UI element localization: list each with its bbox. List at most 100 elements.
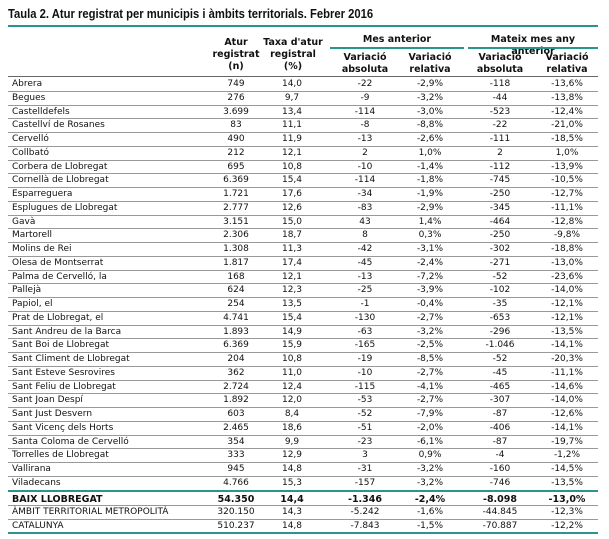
cell: 18,7: [281, 230, 303, 241]
cell: -464: [489, 216, 511, 227]
cell: -44.845: [482, 507, 518, 518]
cell: 490: [227, 134, 245, 144]
cell: -19: [357, 354, 373, 364]
total-row-baix-llobregat: BAIX LLOBREGAT 54.350 14,4 -1.346 -2,4% -8.09…: [8, 492, 598, 507]
row-label: Prat de Llobregat, el: [12, 312, 104, 323]
cell: 13,5: [281, 299, 303, 309]
table-row: Viladecans 4.766 15,3 -157 -3,2% -746 -13,5%: [8, 476, 598, 491]
cell: -3,2%: [416, 326, 444, 337]
cell: -160: [489, 464, 511, 474]
cell: -1,8%: [416, 175, 444, 186]
cell: -1,2%: [553, 450, 581, 461]
cell: 168: [227, 271, 245, 282]
cell: -34: [357, 189, 373, 199]
cell: -307: [489, 395, 511, 406]
cell: -13: [357, 134, 373, 144]
cell: 3.699: [223, 106, 249, 117]
cell: 1.721: [223, 189, 249, 199]
cell: 1.892: [223, 395, 249, 406]
row-label: Abrera: [12, 79, 43, 89]
cell: 354: [227, 436, 245, 447]
cell: 695: [227, 161, 245, 172]
cell: -302: [489, 244, 511, 254]
cell: 0,3%: [418, 230, 442, 241]
row-label: Sant Climent de Llobregat: [12, 354, 130, 364]
table-row: Sant Just Desvern 603 8,4 -52 -7,9% -87 -12,6%: [8, 407, 598, 422]
cell: -5.242: [350, 507, 380, 518]
cell: -21,0%: [551, 120, 583, 131]
table-row: Esplugues de Llobregat 2.777 12,6 -83 -2,9% -…: [8, 201, 598, 216]
table-row: Martorell 2.306 18,7 8 0,3% -250 -9,8%: [8, 228, 598, 243]
cell: -13,8%: [551, 92, 583, 103]
cell: 276: [227, 92, 245, 103]
cell: -2,9%: [416, 202, 444, 213]
row-label: Olesa de Montserrat: [12, 257, 104, 268]
cell: -87: [492, 409, 508, 419]
cell: 749: [227, 79, 245, 89]
cell: -157: [354, 477, 376, 488]
cell: -19,7%: [551, 436, 583, 447]
cell: -4,1%: [416, 381, 444, 392]
cell: -14,0%: [551, 285, 583, 296]
cell: -44: [492, 92, 508, 103]
table-row: Papiol, el 254 13,5 -1 -0,4% -35 -12,1%: [8, 297, 598, 312]
table-row: Cornellà de Llobregat 6.369 15,4 -114 -1,8% -…: [8, 173, 598, 188]
cell: -52: [492, 354, 508, 364]
table-row: Vallirana 945 14,8 -31 -3,2% -160 -14,5%: [8, 462, 598, 477]
cell: 9,7: [284, 92, 300, 103]
header-rule: [8, 76, 598, 77]
cell: -9,8%: [553, 230, 581, 241]
cell: -13: [357, 271, 373, 282]
cell: 8,4: [284, 409, 300, 419]
cell: -0,4%: [416, 299, 444, 309]
cell: 0,9%: [418, 450, 442, 461]
row-label: Papiol, el: [12, 299, 53, 309]
cell: 8: [362, 230, 368, 241]
cell: 12,1: [281, 271, 303, 282]
cell: 17,6: [281, 189, 303, 199]
header-var-rel-any: Variació relativa: [545, 52, 589, 75]
header-mes-anterior: Mes anterior: [362, 34, 432, 45]
cell: -3,2%: [416, 464, 444, 474]
cell: 1.308: [223, 244, 249, 254]
cell: -2,7%: [416, 395, 444, 406]
cell: -102: [489, 285, 511, 296]
cell: -12,1%: [551, 312, 583, 323]
header-taxa: Taxa d'atur registral (%): [263, 37, 323, 72]
cell: -112: [489, 161, 511, 172]
table-row: Torrelles de Llobregat 333 12,9 3 0,9% -4 -1,2…: [8, 448, 598, 463]
cell: 1,0%: [555, 147, 579, 158]
table-row: Gavà 3.151 15,0 43 1,4% -464 -12,8%: [8, 215, 598, 230]
cell: -12,1%: [551, 299, 583, 309]
cell: 15,0: [281, 216, 303, 227]
cell: -12,6%: [551, 409, 583, 419]
row-label: Collbató: [12, 147, 50, 158]
cell: -111: [489, 134, 511, 144]
cell: 15,9: [281, 340, 303, 351]
cell: 15,3: [281, 477, 303, 488]
cell: 83: [230, 120, 242, 131]
cell: -3,2%: [416, 477, 444, 488]
cell: -118: [489, 79, 511, 89]
row-label: Cervelló: [12, 134, 49, 144]
cell: -7,9%: [416, 409, 444, 419]
cell: 945: [227, 464, 245, 474]
cell: -10,5%: [551, 175, 583, 186]
cell: -1,4%: [416, 161, 444, 172]
cell: 3: [362, 450, 368, 461]
group-rule: [468, 47, 598, 49]
cell: -165: [354, 340, 376, 351]
title-rule: [8, 25, 598, 27]
cell: 43: [359, 216, 371, 227]
table-row: Pallejà 624 12,3 -25 -3,9% -102 -14,0%: [8, 283, 598, 298]
cell: -11,1%: [551, 367, 583, 378]
cell: -18,8%: [551, 244, 583, 254]
cell: -2,6%: [416, 134, 444, 144]
row-label: Vallirana: [12, 464, 51, 474]
row-label: Cornellà de Llobregat: [12, 175, 109, 186]
cell: -8: [360, 120, 370, 131]
table-row: Corbera de Llobregat 695 10,8 -10 -1,4% -112 -…: [8, 160, 598, 175]
cell: -13,0%: [551, 257, 583, 268]
cell: -10: [357, 161, 373, 172]
table-row: Castelldefels 3.699 13,4 -114 -3,0% -523 -12,4…: [8, 105, 598, 120]
